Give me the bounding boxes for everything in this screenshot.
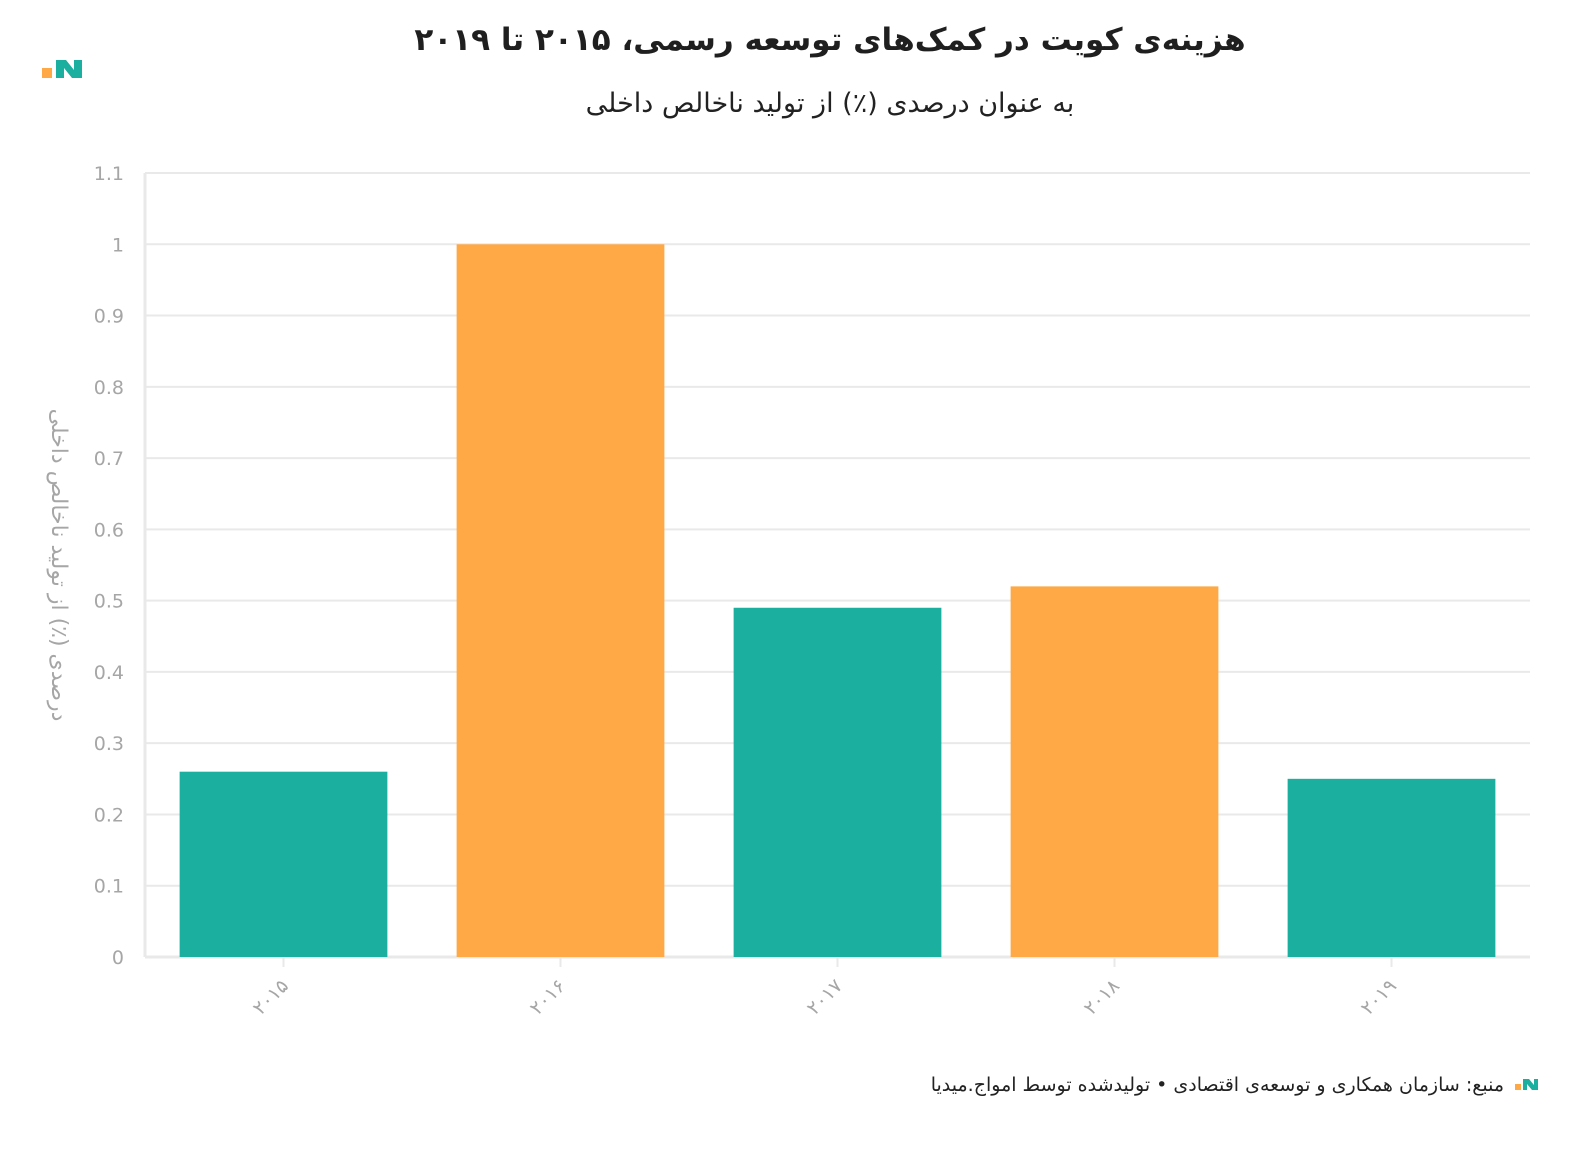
y-axis-label: درصدی (٪) از تولید ناخالص داخلی (46, 409, 71, 722)
bar-0[interactable] (179, 771, 388, 957)
bar-1[interactable] (456, 244, 665, 958)
bar-chart: 00.10.20.30.40.50.60.70.80.911.1 ۲۰۱۵ ۲۰۱… (46, 163, 1530, 1019)
y-tick-label: 0.8 (94, 377, 124, 399)
y-tick-label: 0.6 (94, 519, 124, 541)
footer-brand-icon (1515, 1079, 1538, 1090)
x-tick-label: ۲۰۱۷ (803, 975, 847, 1019)
y-tick-label: 0.2 (94, 804, 124, 826)
y-tick-label: 1.1 (94, 163, 124, 185)
bar-4[interactable] (1287, 778, 1496, 957)
y-tick-label: 0.1 (94, 876, 124, 898)
y-tick-label: 0.3 (94, 733, 124, 755)
y-tick-label: 0 (112, 947, 124, 969)
x-tick-label: ۲۰۱۸ (1080, 975, 1124, 1019)
x-tick-label: ۲۰۱۵ (249, 975, 293, 1019)
x-tick-label: ۲۰۱۹ (1357, 975, 1401, 1019)
bars (179, 244, 1496, 958)
source-footer: منبع: سازمان همکاری و توسعه‌ی اقتصادی • … (930, 1074, 1504, 1096)
brand-logo-icon (42, 60, 82, 78)
y-tick-label: 0.4 (94, 662, 124, 684)
y-axis-ticks: 0 0.1 0.2 0.3 0.4 0.5 0.6 0.7 0.8 0.9 1 1.1 (94, 163, 124, 969)
bar-3[interactable] (1010, 586, 1219, 957)
y-tick-label: 1 (112, 234, 124, 256)
bar-2[interactable] (733, 607, 942, 957)
chart-subtitle: به عنوان درصدی (٪) از تولید ناخالص داخلی (585, 88, 1075, 119)
x-tick-label: ۲۰۱۶ (526, 975, 570, 1019)
y-tick-label: 0.7 (94, 448, 124, 470)
y-tick-label: 0.9 (94, 306, 124, 328)
chart-title: هزینه‌ی کویت در کمک‌های توسعه رسمی، ۲۰۱۵… (414, 22, 1246, 58)
y-tick-label: 0.5 (94, 591, 124, 613)
x-axis-ticks: ۲۰۱۵ ۲۰۱۶ ۲۰۱۷ ۲۰۱۸ ۲۰۱۹ (249, 957, 1401, 1019)
